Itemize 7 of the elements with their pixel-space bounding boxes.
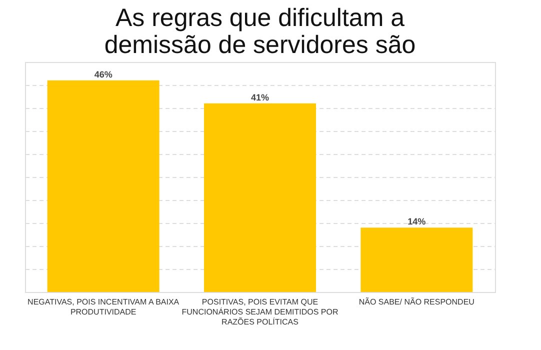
x-tick-label: POSITIVAS, POIS EVITAM QUE FUNCIONÁRIOS SEJAM DEMITIDOS POR RAZÕES POLÍTICAS bbox=[182, 298, 338, 326]
data-label: 14% bbox=[408, 216, 426, 227]
x-tick-label: NÃO SABE/ NÃO RESPONDEU bbox=[358, 296, 475, 306]
x-tick-label: NEGATIVAS, POIS INCENTIVAM A BAIXA PRODUTIVIDADE bbox=[28, 298, 180, 316]
chart-title: As regras que dificultam a demissão de servidores são bbox=[104, 4, 416, 59]
data-label: 41% bbox=[250, 92, 270, 102]
data-label: 46% bbox=[94, 69, 112, 80]
